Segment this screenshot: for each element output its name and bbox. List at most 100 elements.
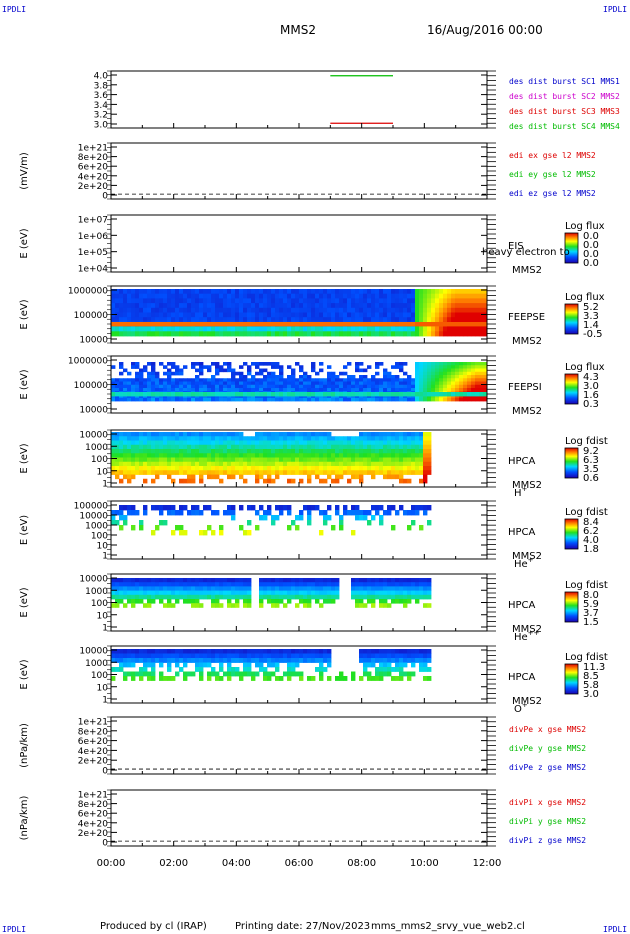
heat-cell (291, 444, 296, 450)
heat-cell (315, 298, 320, 304)
heat-cell (395, 381, 400, 386)
heat-cell (419, 307, 424, 313)
heat-cell (371, 436, 376, 441)
heat-cell (139, 590, 144, 596)
heat-cell (175, 453, 180, 458)
heat-cell (327, 578, 332, 583)
heat-cell (139, 371, 144, 376)
heat-cell (331, 397, 336, 402)
heat-cell (111, 603, 116, 608)
heat-cell (343, 457, 348, 463)
heat-cell (355, 590, 360, 596)
y-tick-label-p11-2: 6e+20 (78, 810, 109, 820)
heat-cell (375, 676, 380, 681)
heat-cell (483, 312, 488, 318)
legend-entry-p11-0: divPi x gse MMS2 (509, 798, 586, 807)
heat-cell (119, 582, 124, 587)
heat-cell (363, 331, 368, 337)
heat-cell (323, 578, 328, 583)
heat-cell (267, 289, 272, 295)
heat-cell (119, 658, 124, 663)
heat-cell (467, 303, 472, 309)
heat-cell (223, 510, 228, 516)
heat-cell (335, 470, 340, 475)
heat-cell (259, 586, 264, 591)
heat-cell (463, 289, 468, 295)
heat-cell (223, 293, 228, 299)
heat-cell (199, 510, 204, 516)
heat-cell (147, 457, 152, 463)
heat-cell (335, 331, 340, 337)
heat-cell (179, 293, 184, 299)
heat-cell (171, 440, 176, 446)
heat-cell (391, 378, 396, 382)
heat-cell (387, 444, 392, 450)
heat-cell (391, 440, 396, 446)
heat-cell (383, 384, 388, 389)
heat-cell (127, 599, 132, 604)
colorbar-tick-p3-0: 0.0 (583, 231, 599, 242)
heat-cell (335, 590, 340, 596)
heat-cell (379, 603, 384, 608)
heat-cell (415, 586, 420, 591)
heat-cell (219, 461, 224, 467)
heat-cell (183, 505, 188, 511)
heat-cell (143, 307, 148, 313)
heat-cell (187, 671, 192, 677)
heat-cell (187, 586, 192, 591)
heat-cell (115, 381, 120, 386)
heat-cell (475, 388, 480, 392)
heat-cell (255, 289, 260, 295)
heat-cell (191, 510, 196, 516)
y-tick-label-p9-3: 10 (97, 683, 109, 693)
heat-cell (175, 671, 180, 677)
heat-cell (475, 365, 480, 369)
heat-band (267, 392, 272, 397)
heat-cell (399, 444, 404, 450)
heat-cell (215, 432, 220, 437)
heat-cell (455, 289, 460, 295)
heat-cell (227, 474, 232, 480)
heat-cell (407, 388, 412, 392)
heat-cell (235, 590, 240, 596)
heat-cell (395, 378, 400, 382)
heat-cell (283, 432, 288, 437)
heat-cell (331, 378, 336, 382)
heat-cell (303, 303, 308, 309)
heat-cell (287, 653, 292, 659)
heat-cell (423, 449, 428, 454)
heat-cell (267, 586, 272, 591)
heat-cell (247, 378, 252, 382)
heat-cell (247, 326, 252, 332)
heat-cell (479, 368, 484, 373)
heat-cell (207, 671, 212, 677)
heat-cell (375, 449, 380, 454)
heat-cell (255, 449, 260, 454)
heat-cell (363, 658, 368, 663)
heat-band (115, 322, 120, 327)
heat-cell (363, 582, 368, 587)
heat-cell (131, 362, 136, 366)
heat-cell (179, 368, 184, 373)
heat-band (415, 392, 420, 397)
heat-cell (343, 317, 348, 323)
heat-cell (343, 440, 348, 446)
heat-cell (199, 365, 204, 369)
heat-cell (167, 449, 172, 454)
heat-cell (267, 461, 272, 467)
heat-cell (151, 326, 156, 332)
heat-band (123, 322, 128, 327)
heat-cell (255, 444, 260, 450)
heat-cell (271, 436, 276, 441)
heat-cell (215, 397, 220, 402)
heat-cell (271, 378, 276, 382)
heat-cell (227, 667, 232, 672)
heat-cell (307, 375, 312, 379)
heat-cell (259, 505, 264, 511)
heat-cell (303, 578, 308, 583)
heat-cell (379, 676, 384, 681)
heat-cell (447, 289, 452, 295)
heat-cell (123, 474, 128, 480)
heat-cell (239, 444, 244, 450)
heat-cell (151, 578, 156, 583)
